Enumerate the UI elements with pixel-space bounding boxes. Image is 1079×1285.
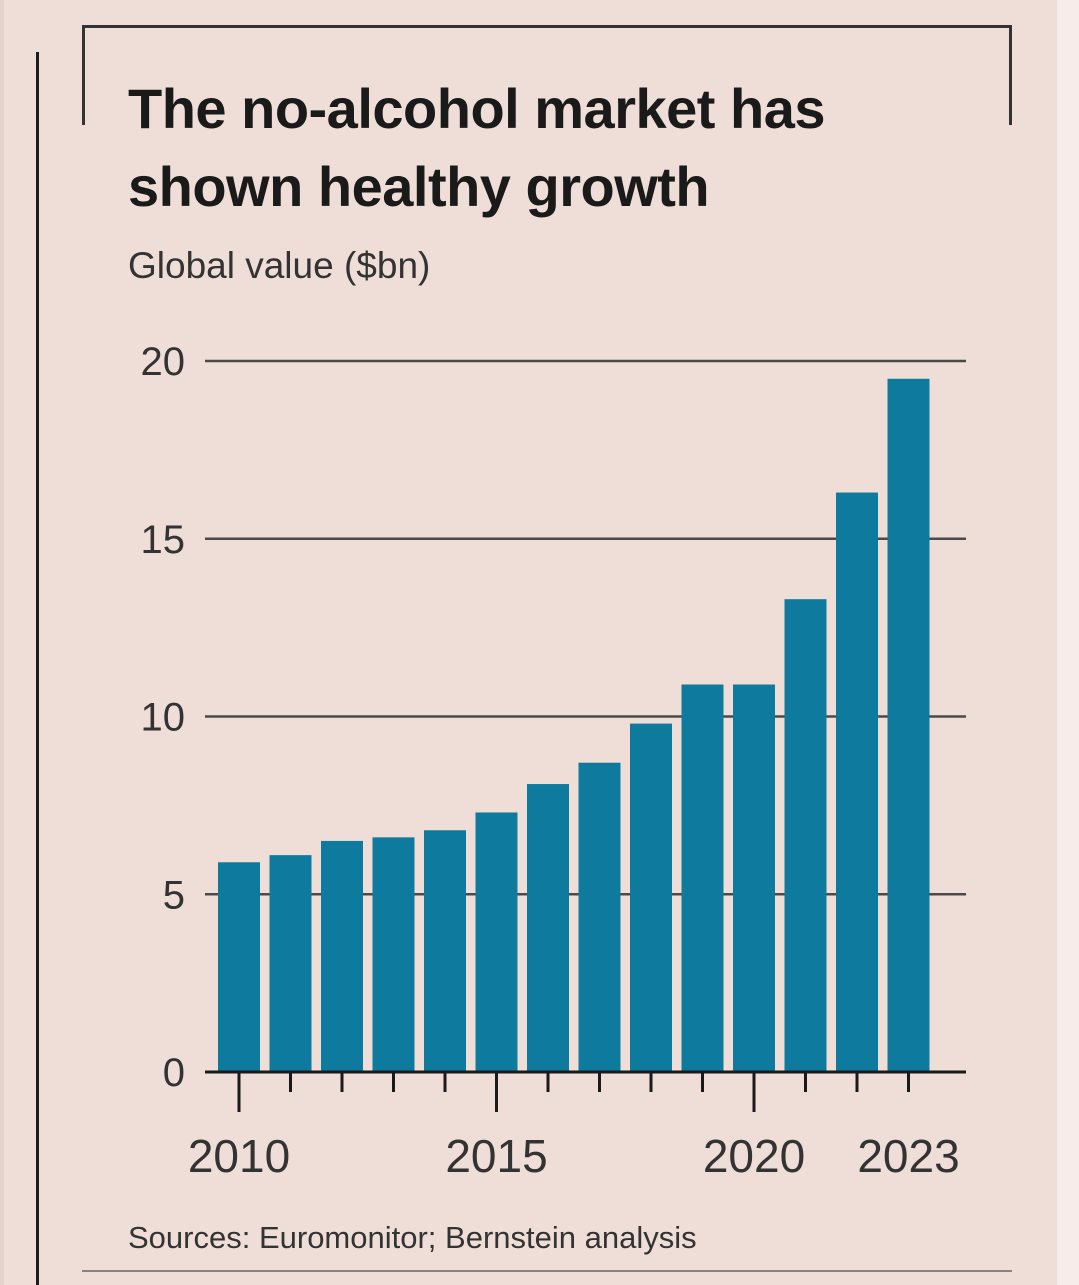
bar-2012 bbox=[321, 840, 363, 1072]
y-tick-label-10: 10 bbox=[141, 696, 186, 740]
x-axis bbox=[205, 1070, 966, 1112]
y-tick-label-15: 15 bbox=[141, 518, 186, 562]
bar-2021 bbox=[784, 599, 827, 1072]
x-tick-label-2020: 2020 bbox=[703, 1130, 805, 1182]
panel-top-border bbox=[82, 25, 1012, 28]
panel-left-border bbox=[82, 25, 85, 125]
bar-2010 bbox=[218, 862, 260, 1072]
x-tick-label-2010: 2010 bbox=[188, 1130, 290, 1182]
bar-2020 bbox=[733, 684, 775, 1072]
page-frame-right bbox=[1057, 0, 1079, 1285]
bar-2018 bbox=[630, 723, 672, 1072]
bar-2022 bbox=[836, 492, 878, 1072]
bar-2014 bbox=[424, 830, 466, 1072]
y-tick-label-20: 20 bbox=[141, 340, 186, 384]
x-tick-label-2023: 2023 bbox=[857, 1130, 959, 1182]
bar-2016 bbox=[527, 784, 569, 1072]
bar-2015 bbox=[475, 812, 518, 1072]
page-frame-left bbox=[0, 0, 4, 1285]
x-tick-labels: 2010 2015 2020 2023 bbox=[188, 1130, 960, 1182]
chart-title: The no-alcohol market has shown healthy … bbox=[128, 77, 826, 218]
outer-rule bbox=[36, 52, 39, 1285]
y-tick-labels: 0 5 10 15 20 bbox=[141, 340, 186, 1095]
bars bbox=[218, 378, 930, 1072]
bar-2017 bbox=[578, 762, 621, 1072]
y-tick-label-0: 0 bbox=[163, 1051, 185, 1095]
panel-right-border bbox=[1009, 25, 1012, 125]
bottom-rule bbox=[82, 1270, 1012, 1272]
bar-2013 bbox=[372, 837, 415, 1072]
y-tick-label-5: 5 bbox=[163, 873, 185, 917]
bar-chart: 0 5 10 15 20 2010 2015 2020 2023 bbox=[141, 340, 966, 1182]
bar-2011 bbox=[269, 855, 312, 1072]
bar-2019 bbox=[681, 684, 724, 1072]
bar-2023 bbox=[887, 378, 930, 1072]
x-tick-label-2015: 2015 bbox=[445, 1130, 547, 1182]
chart-subtitle: Global value ($bn) bbox=[128, 245, 431, 286]
chart-source: Sources: Euromonitor; Bernstein analysis bbox=[128, 1220, 697, 1255]
